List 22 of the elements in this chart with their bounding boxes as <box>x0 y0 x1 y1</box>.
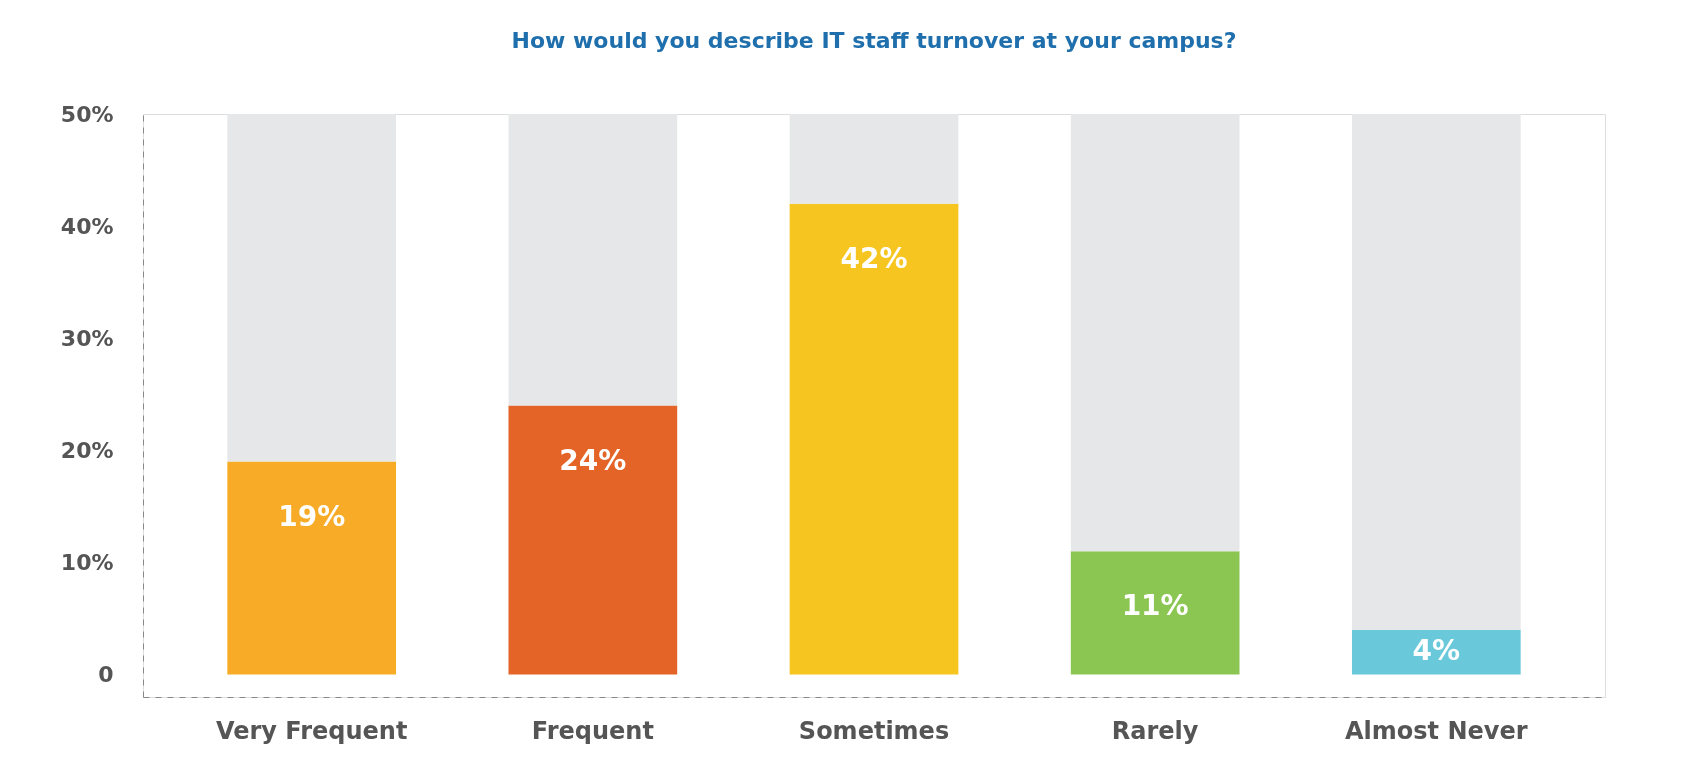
bar <box>227 461 397 675</box>
x-tick-label: Frequent <box>531 716 654 745</box>
x-tick-label: Sometimes <box>798 716 950 745</box>
bar <box>508 405 678 675</box>
data-label: 24% <box>559 443 627 477</box>
x-tick-label: Rarely <box>1111 716 1199 745</box>
y-tick-label: 20% <box>60 437 114 463</box>
data-label: 11% <box>1121 589 1189 623</box>
x-tick-label: Almost Never <box>1345 716 1528 745</box>
bar <box>1351 629 1521 675</box>
y-tick-label: 30% <box>60 325 114 351</box>
chart-title: How would you describe IT staff turnover at your campus? <box>511 28 1237 53</box>
y-tick-label: 10% <box>60 549 114 575</box>
bar <box>1070 551 1240 675</box>
bar <box>789 203 959 675</box>
y-tick-label: 0 <box>98 662 114 688</box>
data-label: 4% <box>1412 634 1461 668</box>
data-label: 19% <box>278 499 346 533</box>
y-tick-label: 50% <box>60 101 114 127</box>
y-tick-label: 40% <box>60 213 114 239</box>
x-tick-label: Very Frequent <box>215 716 408 745</box>
data-label: 42% <box>840 241 908 275</box>
